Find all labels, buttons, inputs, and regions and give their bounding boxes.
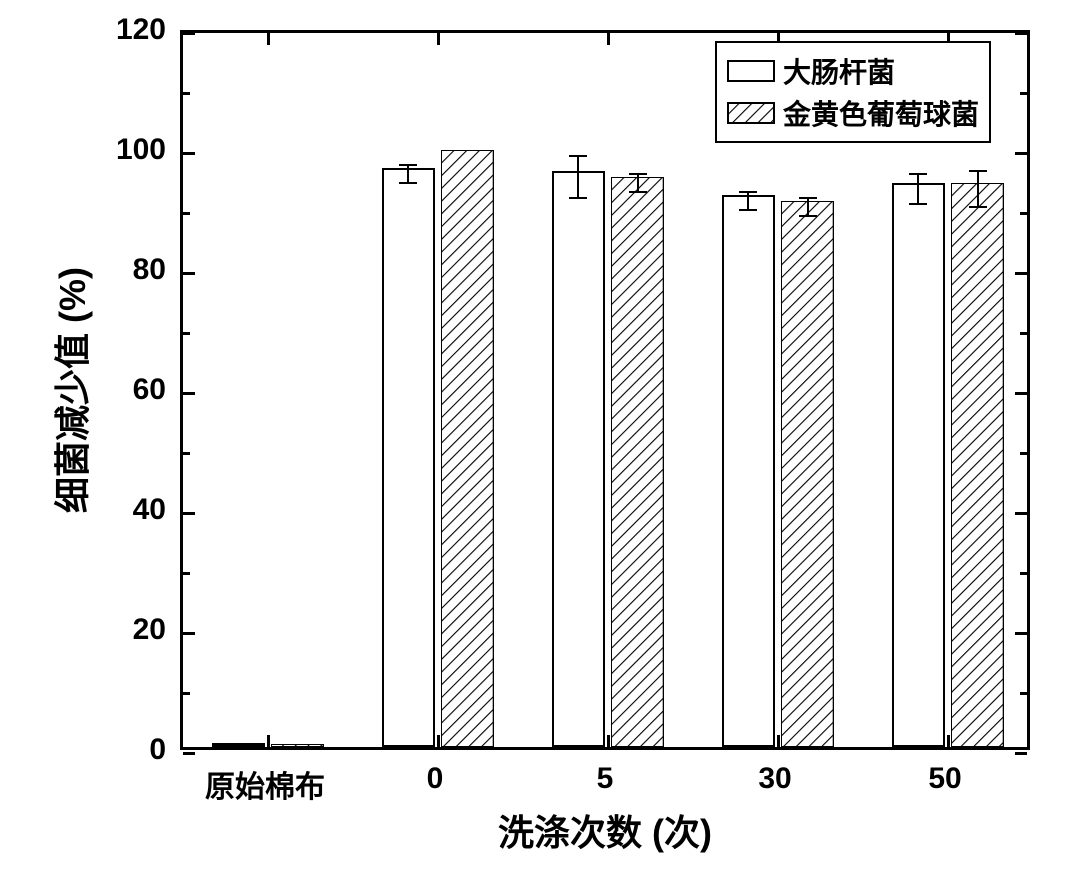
y-tick [1015,152,1027,155]
bar [441,150,494,747]
y-tick [183,632,195,635]
bar [722,195,775,747]
bar [382,168,435,747]
y-tick-label: 20 [133,613,166,647]
error-bar [407,165,409,183]
y-minor-tick [183,212,190,215]
error-cap [739,209,757,211]
bar [552,171,605,747]
error-bar [637,174,639,192]
y-tick [1015,272,1027,275]
error-cap [799,215,817,217]
y-minor-tick [1020,92,1027,95]
error-cap [399,164,417,166]
error-cap [909,173,927,175]
error-cap [399,182,417,184]
x-tick [267,33,270,45]
y-minor-tick [1020,332,1027,335]
y-tick [183,752,195,755]
error-bar [747,192,749,210]
y-tick-label: 40 [133,493,166,527]
error-bar [917,174,919,204]
legend-item: 大肠杆菌 [727,51,979,91]
y-tick [1015,32,1027,35]
y-tick [1015,632,1027,635]
y-tick [183,392,195,395]
error-bar [807,198,809,216]
error-cap [799,197,817,199]
legend: 大肠杆菌金黄色葡萄球菌 [715,41,991,143]
error-cap [739,191,757,193]
x-tick [437,735,440,747]
y-minor-tick [183,692,190,695]
y-tick-label: 0 [149,733,166,767]
y-tick [1015,512,1027,515]
x-tick-label: 30 [758,762,791,796]
y-minor-tick [1020,692,1027,695]
chart-container: 大肠杆菌金黄色葡萄球菌 细菌减少值 (%) 洗涤次数 (次) 0 20 40 60 80… [0,0,1069,892]
legend-swatch [727,60,775,82]
y-tick-label: 120 [116,13,166,47]
y-minor-tick [1020,452,1027,455]
y-tick-label: 100 [116,133,166,167]
legend-label: 金黄色葡萄球菌 [783,93,979,133]
error-cap [629,173,647,175]
error-cap [569,197,587,199]
x-tick-label: 原始棉布 [205,762,325,806]
x-tick-label: 5 [597,762,614,796]
legend-label: 大肠杆菌 [783,51,895,91]
error-bar [577,156,579,198]
x-tick [947,735,950,747]
y-minor-tick [183,572,190,575]
y-tick-label: 60 [133,373,166,407]
bar [892,183,945,747]
bar [781,201,834,747]
y-tick-label: 80 [133,253,166,287]
error-cap [969,206,987,208]
error-cap [909,203,927,205]
y-tick [183,272,195,275]
x-tick-label: 0 [427,762,444,796]
y-tick [183,512,195,515]
y-tick [183,152,195,155]
x-tick [777,735,780,747]
bar [951,183,1004,747]
x-tick [437,33,440,45]
x-tick [607,735,610,747]
x-tick-label: 50 [928,762,961,796]
bar [271,744,324,747]
legend-swatch [727,102,775,124]
bar [212,743,265,747]
x-tick [607,33,610,45]
error-bar [977,171,979,207]
y-minor-tick [183,92,190,95]
y-tick [183,32,195,35]
error-cap [569,155,587,157]
y-tick [1015,752,1027,755]
legend-item: 金黄色葡萄球菌 [727,93,979,133]
x-axis-label: 洗涤次数 (次) [498,804,712,856]
x-tick [267,735,270,747]
y-minor-tick [1020,572,1027,575]
y-minor-tick [1020,212,1027,215]
bar [611,177,664,747]
y-minor-tick [183,452,190,455]
y-axis-label: 细菌减少值 (%) [44,267,96,513]
y-minor-tick [183,332,190,335]
error-cap [629,191,647,193]
error-cap [969,170,987,172]
y-tick [1015,392,1027,395]
plot-area: 大肠杆菌金黄色葡萄球菌 [180,30,1030,750]
